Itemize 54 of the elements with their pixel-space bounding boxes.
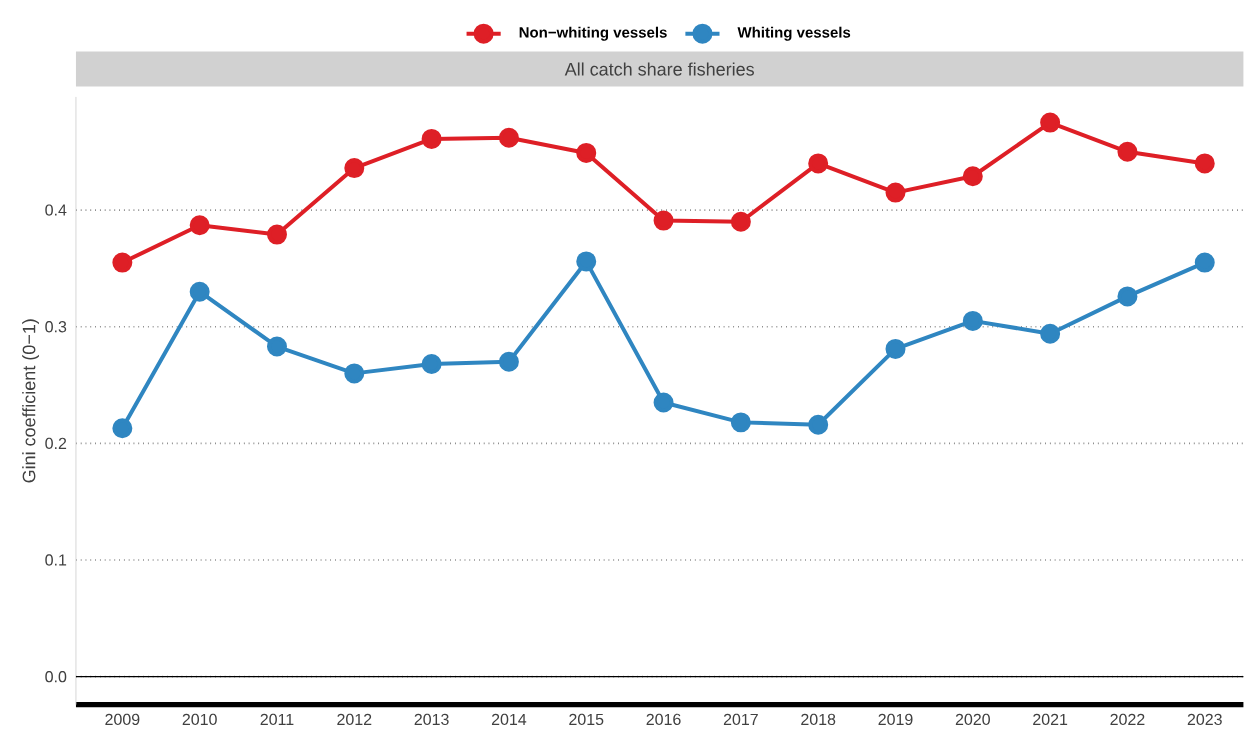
x-tick-label: 2018 <box>801 713 836 726</box>
point <box>1040 112 1061 133</box>
point <box>344 158 365 179</box>
x-tick-label: 2021 <box>1033 713 1068 726</box>
x-tick-label: 2009 <box>105 713 140 726</box>
point <box>189 215 210 236</box>
point <box>1194 252 1215 273</box>
x-tick-label: 2014 <box>491 713 527 726</box>
point <box>189 281 210 302</box>
point <box>112 418 133 439</box>
point <box>808 414 829 435</box>
point <box>421 354 442 375</box>
point <box>344 363 365 384</box>
chart-title: All catch share fisheries <box>564 62 754 76</box>
y-axis-title: Gini coefficient (0−1) <box>22 319 39 483</box>
point <box>112 252 133 273</box>
point <box>498 351 519 372</box>
y-tick-label: 0.4 <box>45 204 67 216</box>
y-tick-label: 0.2 <box>45 437 67 450</box>
point <box>1117 141 1138 162</box>
point <box>653 392 674 413</box>
x-tick-label: 2011 <box>260 713 294 726</box>
point <box>885 339 906 360</box>
point <box>498 127 519 148</box>
point <box>421 129 442 150</box>
y-tick-label: 0.1 <box>45 554 67 566</box>
point <box>1040 323 1061 344</box>
point <box>962 166 983 187</box>
point <box>885 182 906 203</box>
point <box>266 336 287 357</box>
legend-label: Whiting vessels <box>737 26 851 41</box>
x-tick-label: 2019 <box>878 713 913 726</box>
x-tick-label: 2017 <box>723 713 758 726</box>
point <box>962 311 983 332</box>
point <box>266 224 287 245</box>
point <box>1117 286 1138 307</box>
legend-label: Non−whiting vessels <box>519 26 667 41</box>
x-tick-label: 2013 <box>414 713 449 726</box>
x-tick-label: 2016 <box>646 713 681 726</box>
point <box>730 412 751 433</box>
x-tick-label: 2015 <box>569 713 604 726</box>
x-tick-label: 2023 <box>1187 713 1222 726</box>
x-tick-label: 2020 <box>955 713 990 726</box>
x-tick-label: 2022 <box>1110 713 1145 726</box>
point <box>730 211 751 232</box>
point <box>576 251 597 272</box>
point <box>653 210 674 231</box>
point <box>576 143 597 164</box>
x-tick-label: 2012 <box>337 713 372 726</box>
point <box>1194 153 1215 174</box>
y-tick-label: 0.0 <box>45 671 67 683</box>
point <box>808 153 829 174</box>
x-tick-label: 2010 <box>182 713 217 726</box>
y-tick-label: 0.3 <box>45 321 67 333</box>
